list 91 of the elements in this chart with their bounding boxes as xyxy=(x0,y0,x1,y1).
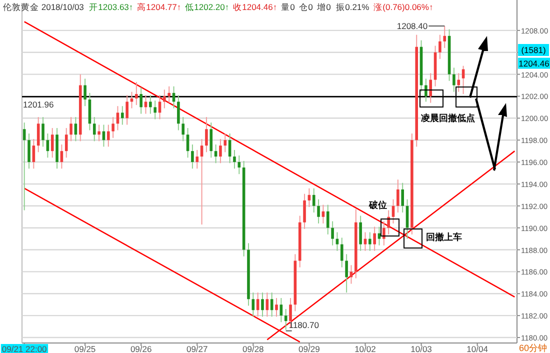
x-tick-label: 09/21 22:00 xyxy=(2,344,48,353)
x-tick-label: 10/03 xyxy=(410,344,432,353)
candlestick xyxy=(32,138,36,170)
candlestick xyxy=(112,116,114,138)
annotation: 振0.21% xyxy=(336,2,370,12)
candlestick xyxy=(168,86,170,104)
candlestick xyxy=(359,215,362,252)
candlestick xyxy=(186,128,190,158)
candlestick xyxy=(382,220,386,246)
annotation: 收1204.46↑ xyxy=(233,2,278,12)
x-tick-label: 10/04 xyxy=(466,344,488,353)
candlestick xyxy=(331,220,334,246)
candlestick xyxy=(261,292,264,318)
candlestick xyxy=(284,308,288,330)
candlestick xyxy=(149,94,152,114)
candlestick xyxy=(135,81,138,106)
ref-line-label: 1201.96 xyxy=(23,100,54,110)
candlestick xyxy=(340,237,344,268)
candlestick xyxy=(64,128,68,158)
candlestick xyxy=(50,128,54,158)
annotation: 仓0 xyxy=(299,2,314,12)
candlestick xyxy=(238,154,241,175)
candlestick xyxy=(275,298,278,318)
candlestick xyxy=(373,226,376,252)
candlestick xyxy=(219,138,222,164)
candlestick xyxy=(312,188,316,213)
candlestick xyxy=(364,232,367,252)
candlestick xyxy=(121,106,124,126)
annotation: 1208.40 xyxy=(396,21,428,32)
annotation: 凌晨回撤低点 xyxy=(421,113,475,123)
candlestick xyxy=(196,149,199,170)
candlestick xyxy=(326,204,330,235)
candlestick xyxy=(92,116,96,142)
candlestick xyxy=(424,78,428,102)
text: 60分钟 xyxy=(519,343,548,353)
candlestick xyxy=(126,94,128,126)
candlestick xyxy=(28,133,30,170)
candlestick xyxy=(317,198,320,224)
x-tick-label: 09/28 xyxy=(242,344,264,353)
candlestick xyxy=(462,65,465,95)
x-tick-label: 10/02 xyxy=(354,344,376,353)
candlestick xyxy=(303,193,306,230)
x-tick-label: 09/26 xyxy=(130,344,152,353)
annotation: 量0 xyxy=(281,2,296,12)
candlestick xyxy=(224,133,227,153)
candlestick xyxy=(368,232,372,252)
candlestick xyxy=(214,144,218,164)
candlestick xyxy=(396,179,400,213)
candlestick xyxy=(228,133,232,164)
annotation: 回撤上车 xyxy=(426,232,462,242)
candlestick xyxy=(378,226,381,246)
candlestick xyxy=(205,116,208,153)
candlestick xyxy=(140,86,142,114)
candlestick xyxy=(322,204,325,224)
text: 1204.46 xyxy=(518,58,550,69)
annotation: 增0 xyxy=(316,2,332,12)
candlestick xyxy=(191,144,194,170)
candlestick xyxy=(452,67,456,92)
candlestick xyxy=(163,89,166,109)
annotation: 开1203.63↑ xyxy=(89,2,134,12)
candlestick xyxy=(350,264,353,284)
candlestick xyxy=(84,78,86,107)
candlestick xyxy=(98,124,100,142)
annotation: 涨(0.76)0.06%↑ xyxy=(374,2,434,12)
annotation: 高1204.77↑ xyxy=(137,2,182,12)
candlestick xyxy=(154,100,156,120)
candlestick xyxy=(401,182,404,213)
candlestick xyxy=(42,116,44,148)
candlestick xyxy=(70,116,72,142)
candlestick xyxy=(336,232,339,252)
candlestick xyxy=(429,72,432,104)
candlestick xyxy=(177,94,180,131)
candlestick xyxy=(457,72,460,92)
text: (1581) xyxy=(521,45,546,55)
candlestick xyxy=(210,122,213,158)
candlestick xyxy=(308,188,311,208)
candlestick xyxy=(345,254,348,294)
candlestick xyxy=(182,116,185,142)
x-tick-label: 09/27 xyxy=(186,344,208,353)
candlestick xyxy=(443,26,446,48)
candlestick xyxy=(144,94,148,114)
annotation: 低1202.20↑ xyxy=(185,2,230,12)
candlestick xyxy=(106,124,110,148)
candlestick xyxy=(233,149,236,170)
chart-title: 伦敦黄金 2018/10/03 xyxy=(3,2,84,12)
x-tick-label: 09/25 xyxy=(74,344,96,353)
annotation: 1180.70 xyxy=(288,320,320,330)
x-tick-label: 09/29 xyxy=(298,344,320,353)
candlestick xyxy=(438,34,442,60)
candlestick xyxy=(387,210,390,235)
annotation: 破位 xyxy=(368,200,387,210)
